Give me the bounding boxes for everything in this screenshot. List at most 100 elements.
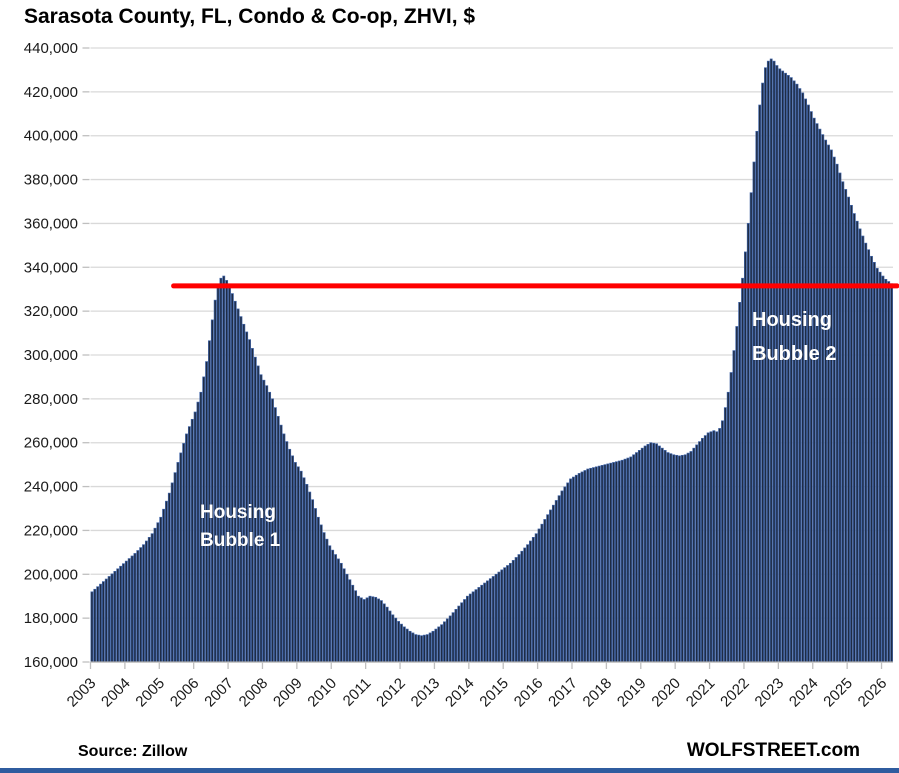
zhvi-month-bar bbox=[617, 460, 621, 663]
zhvi-month-bar bbox=[529, 540, 532, 663]
y-axis-tick-label: 360,000 bbox=[24, 215, 78, 232]
x-axis-year-label: 2003 bbox=[64, 675, 100, 711]
zhvi-month-bar bbox=[282, 433, 286, 663]
zhvi-month-bar bbox=[852, 213, 856, 663]
zhvi-month-bar bbox=[185, 433, 188, 663]
zhvi-month-bar bbox=[615, 461, 618, 663]
zhvi-month-bar bbox=[812, 117, 816, 663]
zhvi-month-bar bbox=[738, 302, 742, 663]
zhvi-month-bar bbox=[408, 630, 412, 663]
zhvi-month-bar bbox=[543, 519, 547, 663]
zhvi-month-bar bbox=[514, 557, 518, 663]
x-axis-year-label: 2006 bbox=[167, 675, 203, 711]
zhvi-month-bar bbox=[678, 455, 681, 663]
zhvi-month-bar bbox=[471, 591, 475, 663]
y-axis-tick-label: 260,000 bbox=[24, 435, 78, 452]
zhvi-month-bar bbox=[187, 426, 191, 663]
zhvi-month-bar bbox=[743, 251, 747, 663]
x-axis-year-label: 2020 bbox=[648, 675, 684, 711]
zhvi-month-bar bbox=[569, 478, 572, 663]
zhvi-month-bar bbox=[388, 610, 392, 663]
zhvi-month-bar bbox=[603, 464, 607, 663]
zhvi-month-bar bbox=[870, 255, 873, 663]
zhvi-month-bar bbox=[746, 223, 750, 663]
zhvi-month-bar bbox=[646, 444, 650, 663]
zhvi-month-bar bbox=[150, 533, 154, 663]
zhvi-month-bar bbox=[511, 560, 515, 663]
zhvi-month-bar bbox=[663, 450, 667, 663]
zhvi-month-bar bbox=[566, 482, 570, 663]
zhvi-month-bar bbox=[357, 595, 360, 663]
zhvi-month-bar bbox=[308, 491, 312, 663]
zhvi-month-bar bbox=[652, 442, 656, 663]
zhvi-month-bar bbox=[666, 452, 670, 663]
zhvi-month-bar bbox=[818, 128, 822, 663]
zhvi-month-bar bbox=[434, 628, 438, 663]
zhvi-month-bar bbox=[374, 596, 378, 663]
zhvi-month-bar bbox=[698, 441, 701, 663]
zhvi-month-bar bbox=[594, 466, 598, 663]
x-axis-year-label: 2012 bbox=[373, 675, 409, 711]
zhvi-month-bar bbox=[867, 249, 871, 663]
zhvi-month-bar bbox=[637, 450, 641, 663]
zhvi-month-bar bbox=[337, 558, 340, 663]
zhvi-month-bar bbox=[400, 623, 403, 663]
zhvi-month-bar bbox=[196, 401, 200, 663]
zhvi-month-bar bbox=[531, 537, 535, 663]
zhvi-month-bar bbox=[506, 565, 509, 663]
zhvi-month-bar bbox=[99, 583, 102, 663]
zhvi-month-bar bbox=[165, 500, 168, 663]
x-axis-year-label: 2016 bbox=[511, 675, 547, 711]
x-axis-year-label: 2026 bbox=[855, 675, 891, 711]
zhvi-month-bar bbox=[153, 527, 157, 663]
zhvi-month-bar bbox=[385, 606, 389, 663]
zhvi-month-bar bbox=[551, 504, 555, 663]
zhvi-month-bar bbox=[864, 242, 868, 663]
zhvi-month-bar bbox=[319, 524, 323, 663]
zhvi-month-bar bbox=[801, 92, 805, 663]
zhvi-month-bar bbox=[660, 447, 664, 663]
zhvi-month-bar bbox=[365, 597, 369, 663]
x-axis-year-label: 2004 bbox=[98, 675, 134, 711]
zhvi-month-bar bbox=[486, 580, 489, 663]
zhvi-month-bar bbox=[758, 104, 762, 663]
zhvi-month-bar bbox=[90, 591, 94, 663]
zhvi-month-bar bbox=[815, 123, 819, 663]
zhvi-month-bar bbox=[124, 560, 128, 663]
zhvi-month-bar bbox=[156, 522, 160, 663]
zhvi-month-bar bbox=[672, 454, 676, 663]
zhvi-month-bar bbox=[749, 192, 753, 663]
zhvi-month-bar bbox=[294, 462, 297, 663]
zhvi-month-bar bbox=[110, 573, 114, 663]
zhvi-month-bar bbox=[460, 602, 464, 663]
zhvi-month-bar bbox=[167, 492, 171, 663]
x-axis-year-label: 2005 bbox=[132, 675, 168, 711]
zhvi-month-bar bbox=[173, 472, 177, 663]
zhvi-month-bar bbox=[606, 463, 610, 663]
zhvi-month-bar bbox=[554, 500, 558, 663]
zhvi-month-bar bbox=[371, 596, 375, 663]
zhvi-month-bar bbox=[517, 554, 521, 663]
x-axis-year-label: 2017 bbox=[545, 675, 581, 711]
zhvi-month-bar bbox=[534, 533, 538, 663]
zhvi-month-bar bbox=[640, 447, 644, 663]
source-credit: Source: Zillow bbox=[78, 743, 188, 760]
x-axis-year-label: 2015 bbox=[476, 675, 512, 711]
y-axis-tick-label: 420,000 bbox=[24, 84, 78, 101]
x-axis-year-label: 2007 bbox=[201, 675, 237, 711]
zhvi-month-bar bbox=[477, 587, 481, 663]
zhvi-month-bar bbox=[847, 196, 850, 663]
y-axis-tick-label: 200,000 bbox=[24, 566, 78, 583]
zhvi-month-bar bbox=[119, 565, 122, 663]
zhvi-month-bar bbox=[580, 471, 584, 663]
zhvi-month-bar bbox=[577, 473, 581, 663]
zhvi-month-bar bbox=[752, 161, 756, 663]
zhvi-month-bar bbox=[526, 544, 529, 663]
zhvi-month-bar bbox=[104, 578, 108, 663]
zhvi-month-bar bbox=[170, 482, 174, 663]
zhvi-month-bar bbox=[609, 462, 613, 663]
zhvi-month-bar bbox=[437, 626, 441, 663]
zhvi-month-bar bbox=[804, 98, 807, 663]
zhvi-month-bar bbox=[147, 537, 151, 663]
zhvi-month-bar bbox=[213, 299, 217, 663]
